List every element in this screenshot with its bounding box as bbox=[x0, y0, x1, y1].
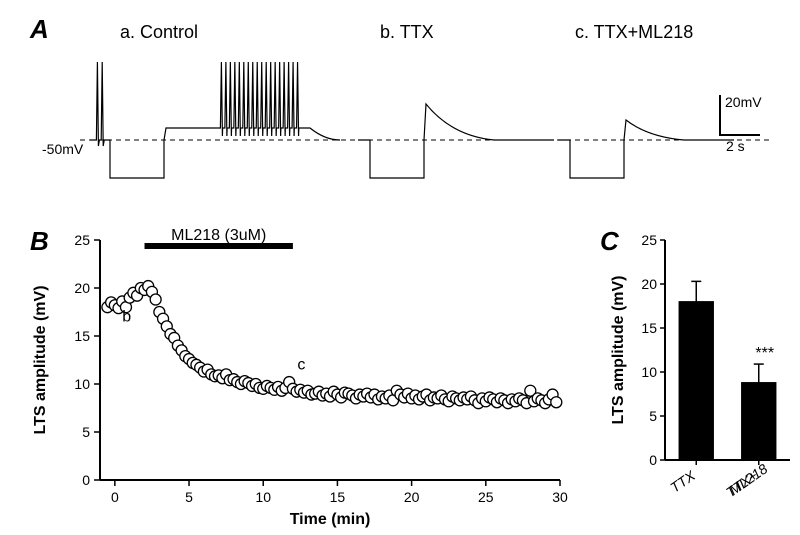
panel-a-sub-c: c. TTX+ML218 bbox=[575, 22, 693, 42]
baseline-label: -50mV bbox=[42, 141, 84, 157]
bar bbox=[742, 383, 776, 460]
figure-svg: Aa. Controlb. TTXc. TTX+ML218-50mV20mV2 … bbox=[0, 0, 800, 535]
ytick-label: 10 bbox=[74, 376, 90, 392]
trace-ttx-ml218 bbox=[558, 120, 734, 178]
xtick-label: 10 bbox=[255, 489, 271, 505]
category-label: TTX bbox=[667, 467, 698, 496]
xtick-label: 30 bbox=[552, 489, 568, 505]
panel-b-letter: B bbox=[30, 226, 49, 256]
ytick-label: 20 bbox=[74, 280, 90, 296]
bar bbox=[679, 302, 713, 460]
trace-ttx bbox=[358, 104, 554, 178]
drug-bar-label: ML218 (3uM) bbox=[171, 227, 266, 244]
category-label: ML218 bbox=[726, 460, 770, 498]
panel-c-ylabel: LTS amplitude (mV) bbox=[610, 275, 627, 424]
ytick-label: 15 bbox=[74, 328, 90, 344]
data-point bbox=[551, 397, 562, 408]
ytick-label: 15 bbox=[641, 320, 657, 336]
ytick-label: 25 bbox=[74, 232, 90, 248]
ytick-label: 0 bbox=[649, 452, 657, 468]
xtick-label: 0 bbox=[111, 489, 119, 505]
xtick-label: 20 bbox=[404, 489, 420, 505]
xtick-label: 25 bbox=[478, 489, 494, 505]
panel-b-xlabel: Time (min) bbox=[290, 511, 371, 528]
scalebar-v-label: 20mV bbox=[725, 94, 762, 110]
panel-a-sub-a: a. Control bbox=[120, 22, 198, 42]
ytick-label: 5 bbox=[649, 408, 657, 424]
anno-b: b bbox=[122, 309, 131, 326]
panel-b-ylabel: LTS amplitude (mV) bbox=[32, 285, 49, 434]
ytick-label: 0 bbox=[82, 472, 90, 488]
data-point bbox=[150, 294, 161, 305]
panel-b-points bbox=[102, 281, 562, 409]
ytick-label: 10 bbox=[641, 364, 657, 380]
anno-c: c bbox=[297, 357, 305, 374]
ytick-label: 25 bbox=[641, 232, 657, 248]
panel-c-letter: C bbox=[600, 226, 620, 256]
panel-a-letter: A bbox=[29, 14, 49, 44]
sig-label: *** bbox=[755, 345, 774, 362]
ytick-label: 5 bbox=[82, 424, 90, 440]
trace-control bbox=[90, 62, 340, 178]
xtick-label: 15 bbox=[330, 489, 346, 505]
xtick-label: 5 bbox=[185, 489, 193, 505]
panel-a-sub-b: b. TTX bbox=[380, 22, 434, 42]
ytick-label: 20 bbox=[641, 276, 657, 292]
